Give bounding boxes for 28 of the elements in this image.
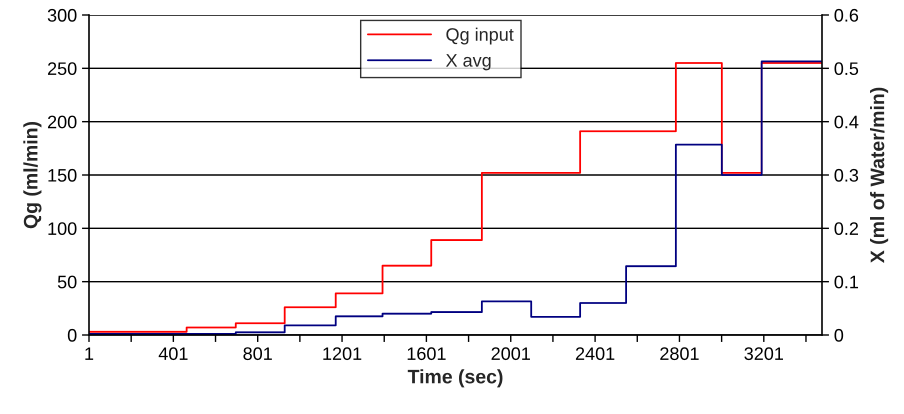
x-tick-label: 2801: [660, 347, 699, 360]
y2-tick-label: 0.1: [834, 276, 858, 288]
legend-label: X avg: [446, 54, 491, 70]
x-axis-title: Time (sec): [408, 369, 502, 388]
y2-tick-label: 0.5: [834, 62, 858, 76]
y2-tick-label: 0.2: [834, 222, 858, 236]
y2-tick-label: 0.6: [834, 8, 858, 22]
y-tick-label: 50: [58, 276, 76, 288]
y2-tick-label: 0.4: [834, 116, 858, 128]
y-tick-label: 200: [48, 116, 76, 128]
x-tick-label: 801: [243, 347, 272, 360]
y-axis-title: Qg (ml/min): [23, 122, 42, 228]
y-tick-label: 100: [48, 222, 76, 236]
y2-tick-label: 0.3: [834, 168, 858, 182]
y2-axis-title: X (ml of Water/min): [870, 88, 888, 264]
x-tick-label: 1601: [408, 347, 446, 360]
y2-tick-label: 0: [834, 328, 844, 342]
y-tick-label: 0: [68, 328, 76, 342]
x-tick-label: 1: [85, 347, 94, 360]
x-tick-label: 3201: [744, 347, 784, 360]
y-tick-label: 150: [48, 168, 76, 182]
x-tick-label: 1201: [323, 347, 362, 360]
legend-label: Qg input: [446, 28, 514, 44]
x-tick-label: 2401: [576, 347, 614, 360]
y-tick-label: 300: [48, 8, 76, 22]
x-tick-label: 401: [158, 347, 188, 360]
x-tick-label: 2001: [492, 347, 530, 360]
y-tick-label: 250: [48, 62, 76, 76]
